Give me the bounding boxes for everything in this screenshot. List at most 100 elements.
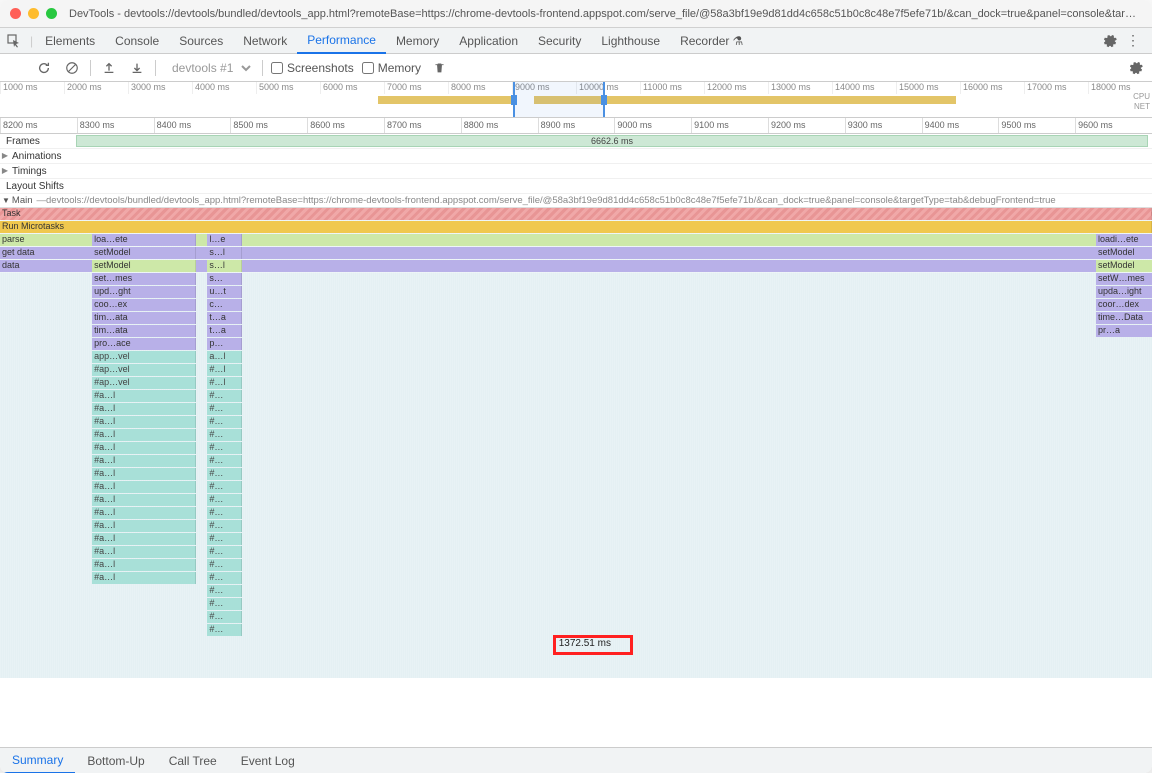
profile-select[interactable]: devtools #1 [164, 58, 254, 78]
flame-bar[interactable]: #a…l [92, 416, 196, 428]
flame-bar[interactable]: #a…l [92, 494, 196, 506]
flame-bar[interactable]: setModel [92, 260, 196, 272]
flame-bar[interactable]: #…l [207, 364, 242, 376]
flame-bar[interactable]: setModel [1096, 247, 1152, 259]
main-thread-header[interactable]: ▼ Main — devtools://devtools/bundled/dev… [0, 194, 1152, 208]
flame-bar[interactable]: #a…l [92, 559, 196, 571]
tab-elements[interactable]: Elements [35, 28, 105, 54]
flame-bar[interactable]: s… [207, 273, 242, 285]
expand-icon[interactable]: ▶ [0, 151, 10, 160]
flame-bar[interactable]: #… [207, 624, 242, 636]
inspect-element-icon[interactable] [4, 31, 24, 51]
flame-bar[interactable]: #a…l [92, 442, 196, 454]
flame-bar[interactable]: coor…dex [1096, 299, 1152, 311]
flame-bar[interactable]: #a…l [92, 403, 196, 415]
flame-bar[interactable]: #a…l [92, 546, 196, 558]
flame-bar[interactable]: #ap…vel [92, 364, 196, 376]
flame-bar[interactable]: #… [207, 598, 242, 610]
flame-bar[interactable]: t…a [207, 325, 242, 337]
garbage-collect-button[interactable] [429, 58, 449, 78]
frame-bar[interactable]: 6662.6 ms [76, 135, 1148, 147]
overview-handle-left[interactable] [511, 95, 517, 105]
flame-bar[interactable]: u…t [207, 286, 242, 298]
flame-bar[interactable]: c… [207, 299, 242, 311]
settings-icon[interactable] [1102, 33, 1118, 49]
flame-bar[interactable]: s…l [207, 247, 242, 259]
flame-bar[interactable]: #… [207, 468, 242, 480]
flame-bar[interactable]: #… [207, 559, 242, 571]
tab-recorder[interactable]: Recorder ⚗ [670, 28, 753, 54]
reload-record-button[interactable] [34, 58, 54, 78]
tab-sources[interactable]: Sources [169, 28, 233, 54]
flame-bar[interactable]: t…a [207, 312, 242, 324]
flame-bar[interactable]: #a…l [92, 468, 196, 480]
load-profile-button[interactable] [99, 58, 119, 78]
tab-application[interactable]: Application [449, 28, 528, 54]
save-profile-button[interactable] [127, 58, 147, 78]
details-tab-bottom-up[interactable]: Bottom-Up [75, 748, 156, 773]
flame-bar[interactable]: #… [207, 390, 242, 402]
flame-bar[interactable]: #… [207, 403, 242, 415]
record-button[interactable] [6, 58, 26, 78]
flame-bar[interactable]: #a…l [92, 390, 196, 402]
overview-selection-window[interactable] [513, 82, 605, 117]
flame-bar[interactable]: app…vel [92, 351, 196, 363]
flame-bar[interactable]: pr…a [1096, 325, 1152, 337]
flame-bar[interactable]: pro…ace [92, 338, 196, 350]
tab-memory[interactable]: Memory [386, 28, 449, 54]
tab-security[interactable]: Security [528, 28, 591, 54]
timeline-overview[interactable]: 1000 ms2000 ms3000 ms4000 ms5000 ms6000 … [0, 82, 1152, 118]
flame-bar[interactable]: #… [207, 429, 242, 441]
tab-network[interactable]: Network [233, 28, 297, 54]
flame-bar[interactable]: set…mes [92, 273, 196, 285]
details-tab-summary[interactable]: Summary [0, 748, 75, 773]
flame-bar[interactable]: #ap…vel [92, 377, 196, 389]
time-ruler[interactable]: 8200 ms8300 ms8400 ms8500 ms8600 ms8700 … [0, 118, 1152, 134]
flame-bar[interactable]: #… [207, 533, 242, 545]
flame-bar[interactable]: loa…ete [92, 234, 196, 246]
flame-bar[interactable]: a…l [207, 351, 242, 363]
flame-chart[interactable]: TaskRun Microtasksparseget datadataloa…e… [0, 208, 1152, 678]
expand-icon[interactable]: ▶ [0, 166, 10, 175]
clear-button[interactable] [62, 58, 82, 78]
collapse-icon[interactable]: ▼ [2, 196, 10, 205]
tab-performance[interactable]: Performance [297, 28, 386, 54]
flame-bar[interactable]: time…Data [1096, 312, 1152, 324]
flame-bar[interactable]: setW…mes [1096, 273, 1152, 285]
flame-bar[interactable]: #… [207, 494, 242, 506]
flame-bar[interactable]: #a…l [92, 533, 196, 545]
flame-bar[interactable]: #a…l [92, 572, 196, 584]
frames-track[interactable]: Frames 6662.6 ms [0, 134, 1152, 149]
flame-bar[interactable]: #… [207, 481, 242, 493]
memory-checkbox[interactable]: Memory [362, 61, 421, 75]
flame-bar[interactable]: upda…ight [1096, 286, 1152, 298]
timings-track[interactable]: ▶ Timings [0, 164, 1152, 179]
flame-bar[interactable]: #a…l [92, 520, 196, 532]
flame-bar[interactable]: #… [207, 507, 242, 519]
flame-bar[interactable]: #… [207, 611, 242, 623]
flame-bar[interactable]: tim…ata [92, 312, 196, 324]
flame-bar[interactable]: #a…l [92, 455, 196, 467]
flame-bar[interactable]: tim…ata [92, 325, 196, 337]
flame-bar[interactable]: setModel [92, 247, 196, 259]
zoom-icon[interactable] [46, 8, 57, 19]
flame-bar[interactable]: #… [207, 572, 242, 584]
minimize-icon[interactable] [28, 8, 39, 19]
flame-bar[interactable]: Task [0, 208, 1152, 220]
flame-bar[interactable]: setModel [1096, 260, 1152, 272]
capture-settings-icon[interactable] [1128, 60, 1144, 76]
details-tab-call-tree[interactable]: Call Tree [157, 748, 229, 773]
details-tab-event-log[interactable]: Event Log [229, 748, 307, 773]
flame-bar[interactable]: #… [207, 442, 242, 454]
screenshots-input[interactable] [271, 62, 283, 74]
flame-bar[interactable]: p… [207, 338, 242, 350]
kebab-menu-icon[interactable]: ⋮ [1126, 32, 1140, 49]
flame-bar[interactable]: upd…ght [92, 286, 196, 298]
flame-bar[interactable]: #a…l [92, 481, 196, 493]
screenshots-checkbox[interactable]: Screenshots [271, 61, 354, 75]
flame-bar[interactable]: #… [207, 520, 242, 532]
flame-bar[interactable]: s…l [207, 260, 242, 272]
memory-input[interactable] [362, 62, 374, 74]
flame-bar[interactable]: l…e [207, 234, 242, 246]
flame-bar[interactable]: coo…ex [92, 299, 196, 311]
